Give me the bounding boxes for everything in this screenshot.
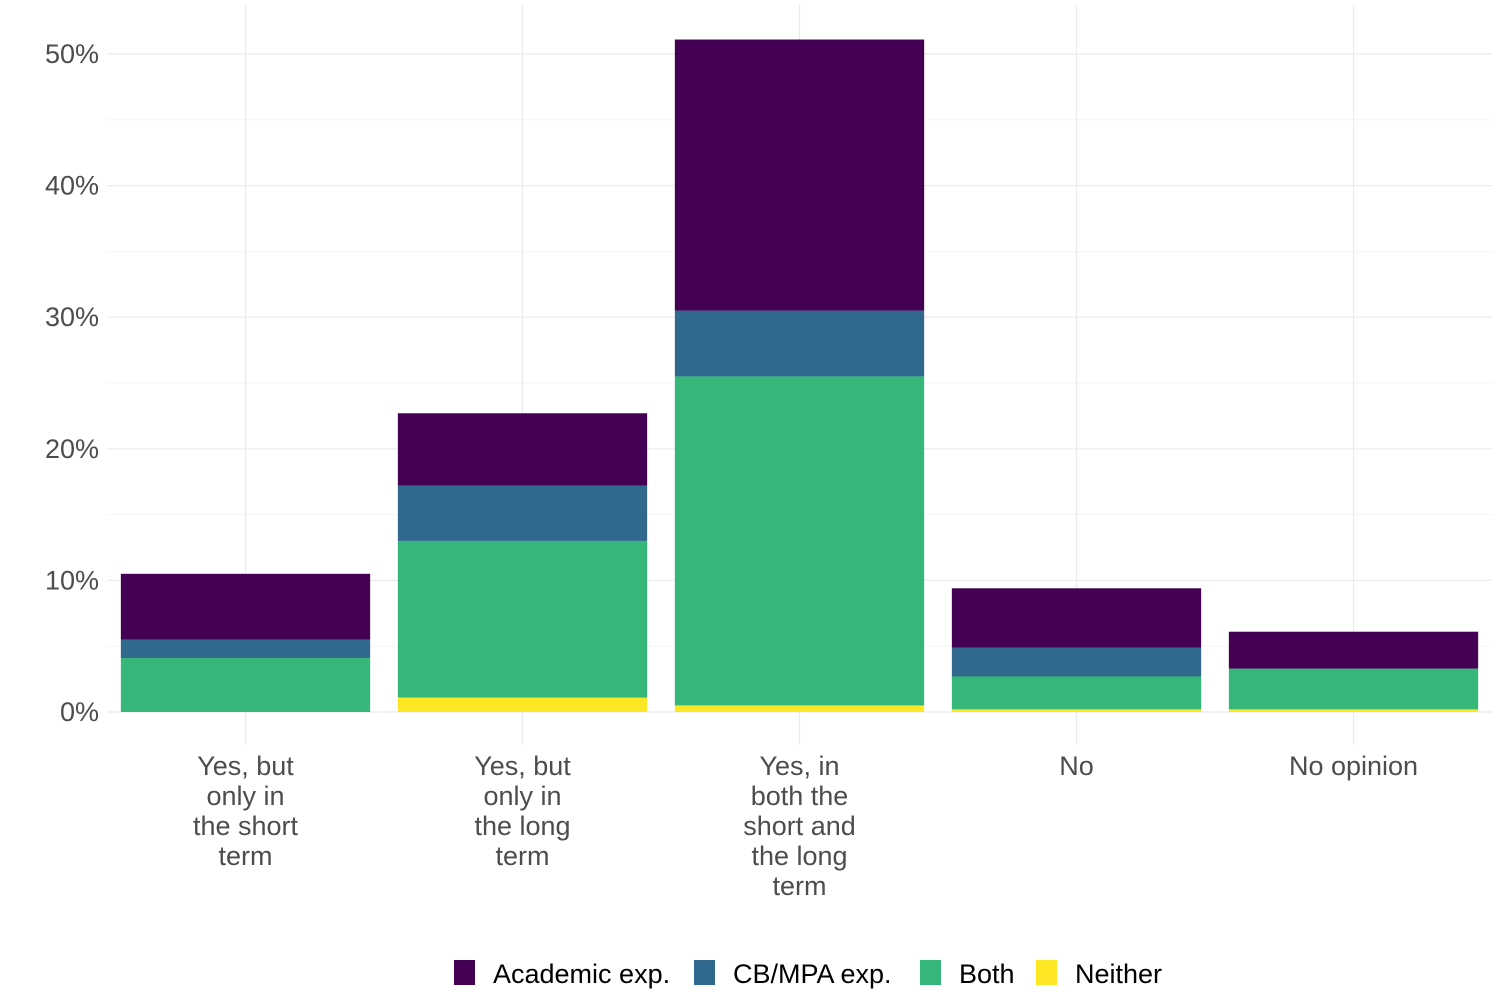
bar-segment-both: [674, 376, 925, 706]
legend-item: Both: [920, 959, 1015, 989]
bar-segment-cb-mpa-exp: [951, 647, 1202, 677]
x-tick-label-line: term: [496, 841, 550, 871]
bar-segment-cb-mpa-exp: [674, 310, 925, 377]
y-tick-label: 50%: [45, 39, 99, 69]
x-tick-label-line: the short: [193, 811, 299, 841]
x-tick-label: No: [1059, 751, 1094, 781]
bar-segment-academic-exp: [674, 39, 925, 311]
x-tick-label-line: Yes, but: [474, 751, 571, 781]
bar-segment-cb-mpa-exp: [120, 639, 371, 659]
x-tick-label-line: the long: [474, 811, 570, 841]
y-axis: 0% 10% 20% 30% 40% 50%: [45, 39, 99, 727]
x-tick-label-line: No: [1059, 751, 1094, 781]
y-tick-label: 20%: [45, 434, 99, 464]
bar-segment-academic-exp: [120, 573, 371, 640]
x-tick-label: Yes, but only in the long term: [474, 751, 571, 871]
y-tick-label: 10%: [45, 565, 99, 595]
x-tick-label: Yes, but only in the short term: [193, 751, 299, 871]
legend-item: CB/MPA exp.: [694, 959, 892, 989]
bar-segment-neither: [397, 697, 648, 712]
legend-swatch: [694, 960, 715, 985]
bar-segment-both: [397, 540, 648, 698]
bar-segment-academic-exp: [1228, 631, 1479, 669]
x-tick-label-line: No opinion: [1289, 751, 1418, 781]
x-tick-label-line: both the: [751, 781, 849, 811]
legend-label: CB/MPA exp.: [733, 959, 892, 989]
x-tick-label-line: Yes, in: [759, 751, 839, 781]
x-tick-label-line: term: [773, 871, 827, 901]
bar-segment-neither: [1228, 709, 1479, 712]
legend-item: Academic exp.: [454, 959, 670, 989]
legend: Academic exp. CB/MPA exp. Both Neither: [454, 959, 1162, 989]
x-tick-label-line: the long: [751, 841, 847, 871]
bar-segment-cb-mpa-exp: [397, 485, 648, 541]
x-tick-label-line: only in: [206, 781, 284, 811]
y-tick-label: 40%: [45, 171, 99, 201]
legend-item: Neither: [1036, 959, 1162, 989]
legend-label: Both: [959, 959, 1015, 989]
legend-label: Academic exp.: [493, 959, 670, 989]
x-tick-label-line: short and: [743, 811, 856, 841]
x-tick-label-line: Yes, but: [197, 751, 294, 781]
bar-segment-academic-exp: [951, 588, 1202, 648]
bars: [120, 39, 1479, 712]
x-tick-label: No opinion: [1289, 751, 1418, 781]
bar-segment-both: [951, 676, 1202, 710]
bar-segment-neither: [674, 705, 925, 712]
x-tick-label-line: only in: [483, 781, 561, 811]
legend-swatch: [454, 960, 475, 985]
bar-segment-neither: [951, 709, 1202, 712]
bar-segment-academic-exp: [397, 413, 648, 486]
bar-segment-both: [120, 658, 371, 712]
x-tick-label-line: term: [219, 841, 273, 871]
y-tick-label: 0%: [60, 697, 99, 727]
legend-swatch: [920, 960, 941, 985]
bar-segment-both: [1228, 668, 1479, 710]
y-tick-label: 30%: [45, 302, 99, 332]
x-tick-label: Yes, in both the short and the long term: [743, 751, 856, 901]
legend-swatch: [1036, 960, 1057, 985]
legend-label: Neither: [1075, 959, 1162, 989]
